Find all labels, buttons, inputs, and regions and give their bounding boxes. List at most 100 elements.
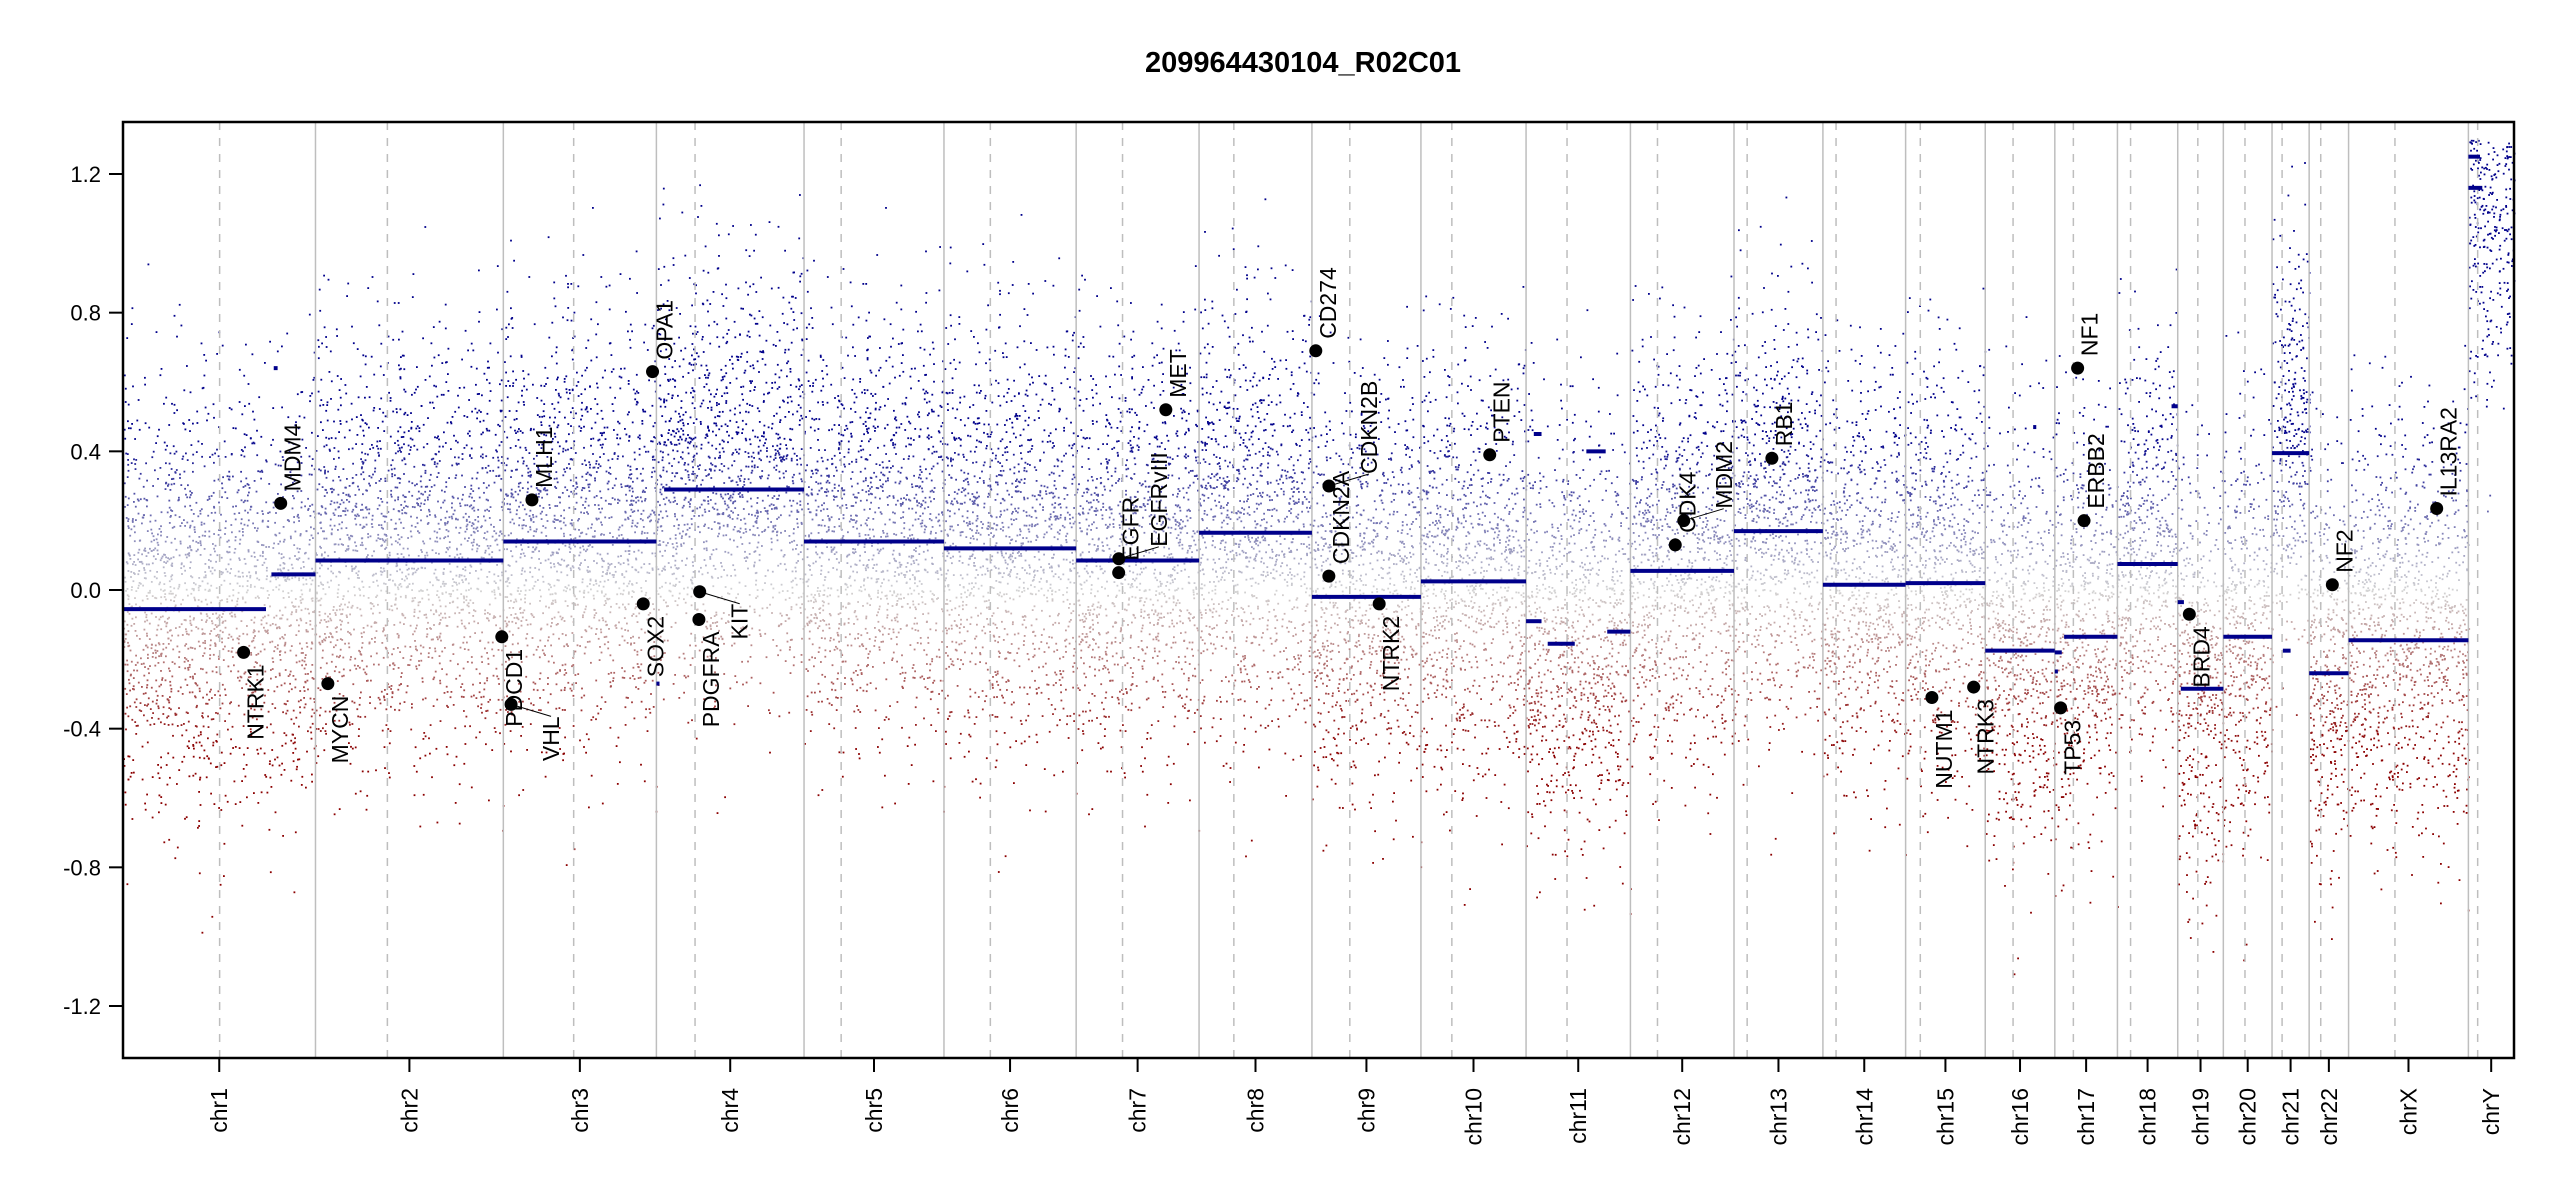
probe-point (631, 504, 634, 506)
probe-point (310, 583, 313, 586)
probe-point (514, 613, 517, 615)
probe-point (210, 630, 213, 632)
probe-point (507, 578, 510, 581)
probe-point (395, 597, 397, 600)
probe-point (575, 682, 577, 684)
probe-point (790, 608, 793, 611)
probe-point (213, 461, 215, 464)
probe-point (138, 582, 141, 584)
probe-point (579, 551, 582, 554)
probe-point (628, 439, 630, 442)
probe-point (519, 430, 522, 432)
probe-point (685, 612, 688, 615)
probe-point (404, 645, 407, 648)
probe-point (583, 548, 585, 551)
probe-point (628, 580, 631, 583)
probe-point (200, 744, 203, 747)
probe-point (180, 484, 183, 486)
probe-point (383, 746, 386, 748)
probe-point (298, 548, 301, 550)
probe-point (758, 614, 761, 617)
probe-point (289, 670, 292, 673)
probe-point (429, 537, 432, 540)
probe-point (206, 702, 209, 705)
probe-point (243, 558, 246, 560)
probe-point (719, 526, 721, 529)
probe-point (197, 542, 200, 544)
probe-point (196, 422, 199, 424)
probe-point (517, 627, 520, 630)
probe-point (567, 307, 570, 309)
probe-point (428, 479, 431, 481)
probe-point (535, 483, 538, 486)
probe-point (160, 511, 163, 514)
probe-point (387, 469, 390, 472)
probe-point (131, 605, 133, 608)
probe-point (630, 525, 633, 528)
probe-point (652, 466, 655, 469)
probe-point (246, 483, 249, 485)
probe-point (133, 623, 136, 625)
probe-point (341, 675, 344, 678)
probe-point (230, 670, 232, 673)
probe-point (497, 649, 500, 651)
probe-point (124, 387, 127, 390)
probe-point (563, 468, 566, 471)
probe-point (322, 429, 324, 431)
probe-point (648, 515, 651, 518)
probe-point (262, 513, 264, 515)
probe-point (557, 452, 560, 455)
probe-point (202, 386, 205, 389)
probe-point (597, 439, 600, 442)
probe-point (619, 563, 622, 566)
probe-point (603, 533, 605, 536)
probe-point (789, 384, 792, 386)
probe-point (389, 578, 391, 581)
probe-point (318, 483, 321, 486)
probe-point (198, 645, 201, 648)
probe-point (509, 385, 511, 387)
probe-point (615, 477, 617, 480)
probe-point (398, 684, 401, 687)
probe-point (464, 725, 466, 728)
probe-point (300, 602, 303, 604)
probe-point (447, 530, 450, 533)
probe-point (515, 560, 518, 563)
probe-point (550, 566, 552, 569)
probe-point (170, 690, 173, 693)
probe-point (211, 670, 214, 673)
probe-point (393, 664, 396, 667)
probe-point (477, 577, 480, 580)
probe-point (319, 643, 322, 646)
probe-point (553, 407, 556, 410)
probe-point (439, 622, 441, 624)
probe-point (185, 711, 188, 714)
probe-point (629, 277, 631, 280)
probe-point (355, 545, 358, 547)
probe-point (181, 458, 184, 460)
probe-point (359, 608, 362, 611)
probe-point (187, 484, 189, 487)
probe-point (179, 540, 182, 543)
probe-point (554, 485, 556, 488)
probe-point (380, 342, 383, 345)
probe-point (520, 356, 523, 358)
probe-point (184, 678, 187, 681)
probe-point (167, 637, 170, 640)
probe-point (493, 481, 496, 484)
probe-point (164, 575, 167, 577)
probe-point (396, 486, 399, 489)
probe-point (521, 474, 524, 477)
probe-point (325, 723, 327, 725)
probe-point (257, 652, 260, 655)
probe-point (528, 276, 531, 278)
probe-point (270, 444, 273, 446)
probe-point (476, 471, 479, 474)
probe-point (484, 509, 486, 512)
probe-point (618, 587, 621, 590)
probe-point (642, 509, 645, 512)
probe-point (289, 475, 292, 477)
probe-point (347, 577, 350, 580)
probe-point (573, 593, 576, 596)
probe-point (485, 498, 488, 501)
